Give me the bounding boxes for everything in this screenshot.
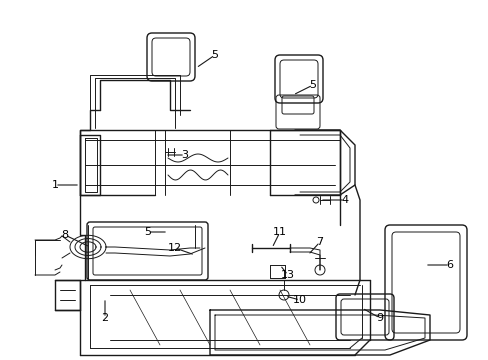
Text: 8: 8: [61, 230, 68, 240]
Text: 7: 7: [316, 237, 323, 247]
Text: 9: 9: [376, 313, 383, 323]
Text: 5: 5: [211, 50, 218, 60]
Text: 2: 2: [101, 313, 108, 323]
Text: 11: 11: [272, 227, 286, 237]
Text: 5: 5: [309, 80, 316, 90]
Text: 10: 10: [292, 295, 306, 305]
Text: 1: 1: [51, 180, 59, 190]
Text: 3: 3: [181, 150, 188, 160]
Text: 13: 13: [281, 270, 294, 280]
Text: 12: 12: [167, 243, 182, 253]
Text: 5: 5: [144, 227, 151, 237]
Text: 4: 4: [341, 195, 348, 205]
Text: 6: 6: [446, 260, 452, 270]
